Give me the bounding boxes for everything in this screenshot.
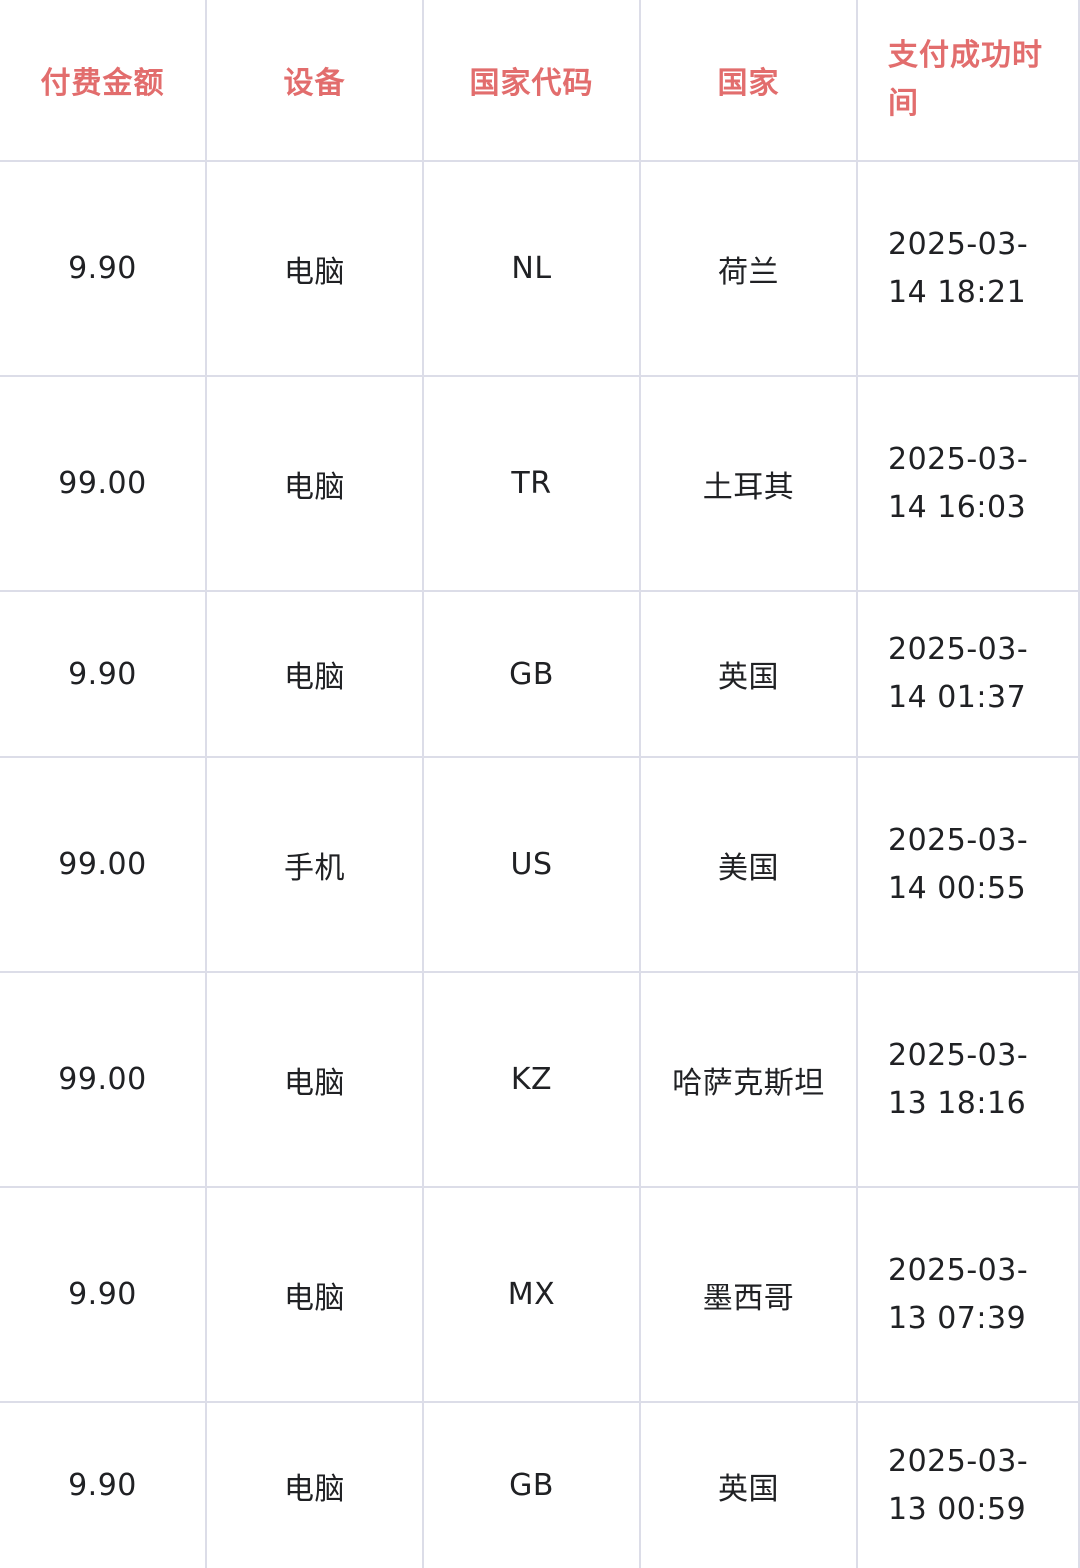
cell-amount: 99.00 — [0, 377, 207, 592]
cell-payment-time: 2025-03-13 00:59 — [858, 1403, 1080, 1568]
cell-device: 电脑 — [207, 1188, 424, 1403]
header-device: 设备 — [207, 0, 424, 162]
cell-country-code: KZ — [424, 973, 641, 1188]
cell-country-code: NL — [424, 162, 641, 377]
cell-country-code: US — [424, 758, 641, 973]
cell-country: 土耳其 — [641, 377, 858, 592]
header-country: 国家 — [641, 0, 858, 162]
cell-payment-time: 2025-03-14 18:21 — [858, 162, 1080, 377]
cell-payment-time: 2025-03-13 07:39 — [858, 1188, 1080, 1403]
header-country-code: 国家代码 — [424, 0, 641, 162]
cell-amount: 99.00 — [0, 758, 207, 973]
cell-payment-time: 2025-03-13 18:16 — [858, 973, 1080, 1188]
cell-country-code: MX — [424, 1188, 641, 1403]
cell-device: 电脑 — [207, 592, 424, 758]
cell-country-code: GB — [424, 592, 641, 758]
cell-country: 英国 — [641, 592, 858, 758]
cell-amount: 9.90 — [0, 592, 207, 758]
cell-device: 电脑 — [207, 973, 424, 1188]
header-payment-time: 支付成功时间 — [858, 0, 1080, 162]
cell-country: 荷兰 — [641, 162, 858, 377]
cell-payment-time: 2025-03-14 00:55 — [858, 758, 1080, 973]
cell-device: 电脑 — [207, 1403, 424, 1568]
cell-amount: 9.90 — [0, 1403, 207, 1568]
cell-device: 电脑 — [207, 377, 424, 592]
cell-amount: 99.00 — [0, 973, 207, 1188]
cell-country: 哈萨克斯坦 — [641, 973, 858, 1188]
cell-country: 墨西哥 — [641, 1188, 858, 1403]
cell-payment-time: 2025-03-14 16:03 — [858, 377, 1080, 592]
cell-amount: 9.90 — [0, 1188, 207, 1403]
cell-device: 电脑 — [207, 162, 424, 377]
header-amount: 付费金额 — [0, 0, 207, 162]
cell-device: 手机 — [207, 758, 424, 973]
cell-country-code: GB — [424, 1403, 641, 1568]
cell-country: 英国 — [641, 1403, 858, 1568]
cell-country: 美国 — [641, 758, 858, 973]
cell-payment-time: 2025-03-14 01:37 — [858, 592, 1080, 758]
cell-country-code: TR — [424, 377, 641, 592]
cell-amount: 9.90 — [0, 162, 207, 377]
